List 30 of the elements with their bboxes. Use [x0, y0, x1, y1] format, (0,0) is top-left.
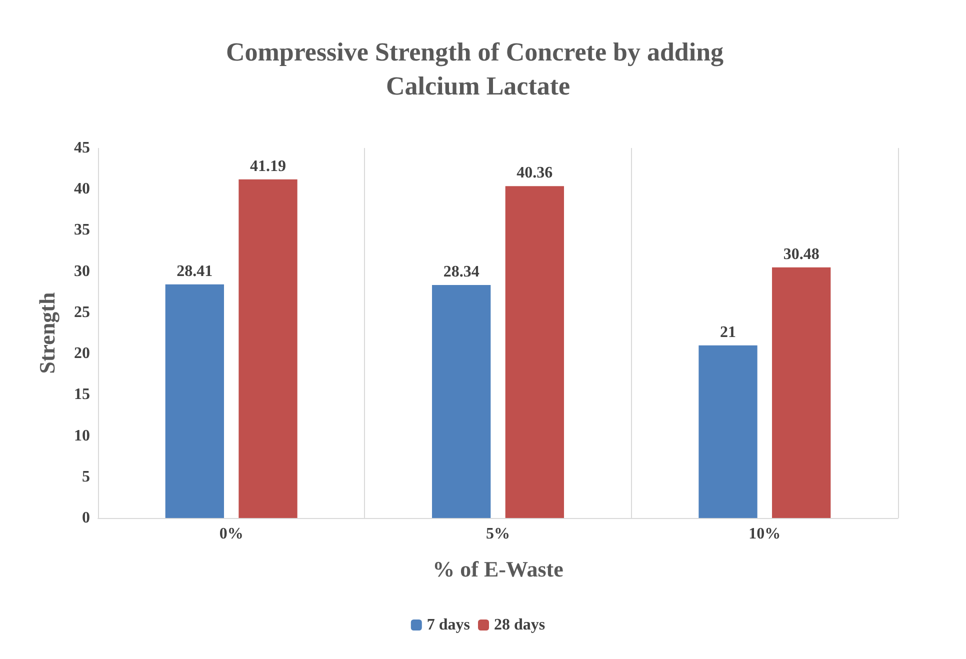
data-label: 28.34: [443, 263, 480, 280]
x-axis-title: % of E-Waste: [432, 556, 564, 582]
y-tick-label: 45: [74, 140, 90, 156]
data-label: 40.36: [516, 164, 553, 182]
y-tick-label: 40: [74, 180, 90, 198]
legend-label: 7 days: [426, 616, 470, 634]
bar: [772, 267, 831, 518]
legend-label: 28 days: [494, 616, 546, 634]
y-tick-label: 5: [82, 468, 90, 486]
y-tick-label: 35: [74, 222, 90, 239]
chart-title: Compressive Strength of Concrete by adding Calcium Lactate: [226, 38, 730, 100]
y-tick-label: 25: [74, 304, 90, 321]
bar: [505, 186, 564, 518]
data-label: 41.19: [250, 158, 286, 175]
data-label: 21: [720, 324, 736, 341]
x-tick-label: 10%: [748, 526, 781, 542]
y-tick-label: 10: [74, 427, 90, 444]
y-tick-label: 15: [74, 386, 90, 404]
data-label: 30.48: [783, 246, 820, 263]
y-tick-label: 30: [74, 262, 90, 280]
y-tick-label: 0: [82, 510, 90, 526]
x-tick-label: 5%: [486, 526, 510, 542]
y-axis-title: Strength: [34, 292, 60, 374]
bar: [432, 284, 491, 518]
bar: [238, 179, 298, 518]
x-tick-label: 0%: [219, 526, 244, 542]
y-tick-label: 20: [74, 345, 90, 362]
bar: [165, 284, 224, 518]
data-label: 28.41: [176, 262, 213, 280]
bar: [698, 345, 758, 518]
